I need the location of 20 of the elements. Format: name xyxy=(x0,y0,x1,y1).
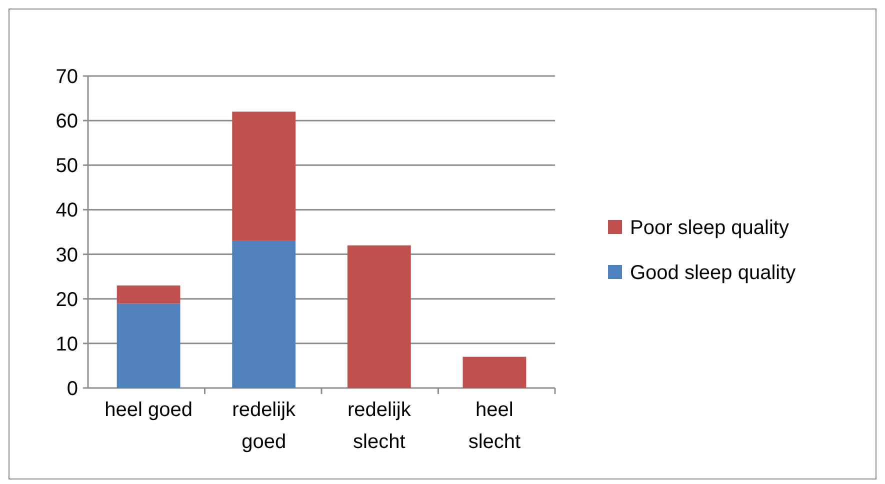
bar xyxy=(232,240,296,388)
bar xyxy=(116,303,180,388)
y-tick-label: 70 xyxy=(56,66,78,88)
y-tick-label: 20 xyxy=(56,288,78,311)
bar xyxy=(116,285,180,304)
bar xyxy=(462,356,526,388)
y-tick-label: 40 xyxy=(56,200,78,222)
x-tick-label: redelijk goed xyxy=(232,399,297,453)
y-tick-label: 50 xyxy=(56,155,78,178)
y-tick-label: 60 xyxy=(56,110,78,133)
x-tick-label: heel goed xyxy=(104,399,192,421)
legend-label: Good sleep quality xyxy=(630,262,796,284)
bar xyxy=(232,112,296,241)
x-tick-label: redelijk slecht xyxy=(347,399,412,453)
bar xyxy=(347,245,411,388)
x-tick-label: heel slecht xyxy=(468,399,522,453)
legend-label: Poor sleep quality xyxy=(630,217,789,239)
y-tick-label: 30 xyxy=(56,244,78,266)
y-tick-label: 10 xyxy=(56,333,78,356)
y-tick-label: 0 xyxy=(66,378,78,400)
